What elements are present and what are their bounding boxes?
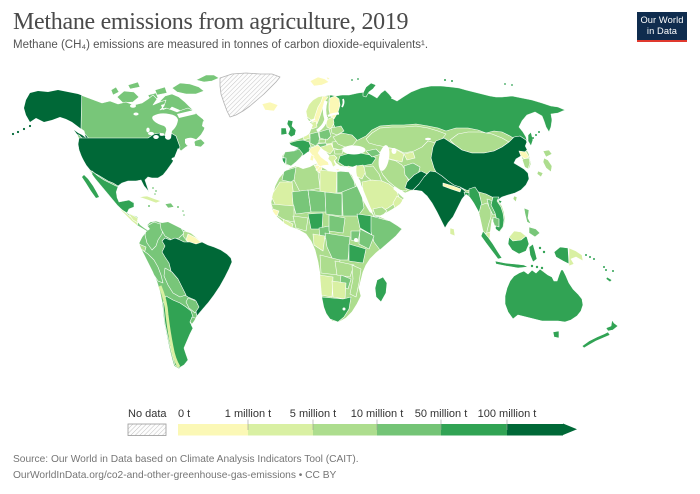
svg-text:No data: No data — [128, 408, 167, 420]
svg-text:100 million t: 100 million t — [478, 408, 537, 420]
svg-text:50 million t: 50 million t — [415, 408, 468, 420]
svg-text:5 million t: 5 million t — [290, 408, 336, 420]
svg-text:10 million t: 10 million t — [351, 408, 404, 420]
svg-text:1 million t: 1 million t — [225, 408, 271, 420]
svg-text:0 t: 0 t — [178, 408, 190, 420]
